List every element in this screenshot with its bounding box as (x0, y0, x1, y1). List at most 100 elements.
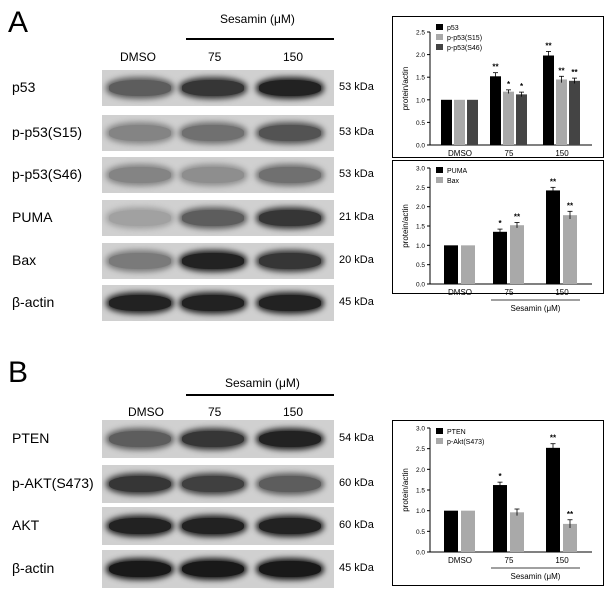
bar (444, 245, 458, 284)
blot-kda-label: 54 kDa (339, 432, 374, 444)
blot-strip (102, 550, 334, 588)
blot-row-label: AKT (12, 517, 40, 533)
legend-swatch (436, 438, 443, 444)
blot-band (182, 476, 244, 492)
x-tick-label: 150 (555, 149, 569, 158)
legend-swatch (436, 167, 443, 173)
significance-mark: ** (550, 434, 557, 443)
legend-swatch (436, 428, 443, 434)
y-tick-label: 0.5 (416, 120, 425, 127)
panel-b-col-150: 150 (283, 405, 304, 419)
y-tick-label: 1.5 (416, 488, 425, 495)
blot-row-label: p-p53(S46) (12, 166, 83, 182)
legend-swatch (436, 44, 443, 50)
blot-band (182, 125, 244, 141)
y-tick-label: 0.0 (416, 282, 425, 289)
blot-band (259, 167, 321, 183)
legend-label: p-p53(S46) (447, 45, 482, 52)
blot-kda-label: 21 kDa (339, 211, 374, 223)
blot-kda-label: 20 kDa (339, 254, 374, 266)
significance-mark: ** (571, 68, 578, 77)
blot-strip (102, 420, 334, 458)
y-tick-label: 0.5 (416, 262, 425, 269)
x-axis-label: Sesamin (μM) (511, 304, 561, 313)
blot-kda-label: 60 kDa (339, 477, 374, 489)
panel-a-col-dmso: DMSO (120, 50, 156, 64)
significance-mark: * (498, 472, 502, 481)
blot-band (109, 80, 171, 96)
bar (546, 447, 560, 552)
legend-swatch (436, 24, 443, 30)
panel-b-col-dmso: DMSO (128, 405, 164, 419)
x-tick-label: DMSO (448, 556, 472, 565)
panel-b-col-75: 75 (208, 405, 222, 419)
bar (461, 245, 475, 284)
bar (510, 512, 524, 552)
blot-band (182, 80, 244, 96)
y-axis-label: protein/actin (401, 204, 410, 248)
bar (490, 76, 501, 145)
legend-swatch (436, 34, 443, 40)
blot-band (259, 431, 321, 447)
legend-label: Bax (447, 178, 460, 185)
bar (493, 231, 507, 284)
legend-swatch (436, 177, 443, 183)
significance-mark: * (507, 80, 511, 89)
blot-kda-label: 45 kDa (339, 296, 374, 308)
blot-band (259, 125, 321, 141)
x-tick-label: 75 (505, 556, 514, 565)
y-tick-label: 1.5 (416, 75, 425, 82)
blot-band (109, 210, 171, 226)
blot-band (109, 167, 171, 183)
blot-band (182, 561, 244, 577)
significance-mark: ** (514, 213, 521, 222)
blot-band (109, 125, 171, 141)
blot-row-label: PTEN (12, 430, 50, 446)
y-axis-label: protein/actin (401, 468, 410, 512)
bar (454, 99, 465, 145)
y-tick-label: 1.0 (416, 243, 425, 250)
significance-mark: ** (550, 177, 557, 186)
blot-strip (102, 115, 334, 151)
blot-row-label: β-actin (12, 294, 55, 310)
blot-kda-label: 60 kDa (339, 519, 374, 531)
y-tick-label: 0.0 (416, 550, 425, 557)
blot-band (259, 295, 321, 311)
blot-band (259, 518, 321, 534)
legend-label: p-p53(S15) (447, 35, 482, 42)
significance-mark: ** (558, 66, 565, 75)
x-tick-label: 75 (505, 149, 514, 158)
bar (556, 79, 567, 145)
blot-row-label: p-p53(S15) (12, 124, 83, 140)
blot-band (259, 253, 321, 269)
blot-band (259, 476, 321, 492)
y-tick-label: 1.0 (416, 508, 425, 515)
blot-kda-label: 53 kDa (339, 168, 374, 180)
blot-kda-label: 53 kDa (339, 81, 374, 93)
y-tick-label: 3.0 (416, 426, 425, 433)
blot-band (109, 253, 171, 269)
bar (461, 510, 475, 552)
blot-row-label: Bax (12, 252, 37, 268)
y-tick-label: 2.0 (416, 52, 425, 59)
blot-band (109, 561, 171, 577)
blot-strip (102, 285, 334, 321)
legend-label: PUMA (447, 168, 468, 175)
x-tick-label: 150 (555, 556, 569, 565)
y-axis-label: protein/actin (401, 67, 410, 111)
x-tick-label: DMSO (448, 288, 472, 297)
chart-frame (392, 420, 604, 586)
x-axis-label: Sesamin (μM) (511, 572, 561, 581)
panel-a-treatment-header: Sesamin (μM) (220, 12, 295, 26)
panel-a-col-75: 75 (208, 50, 222, 64)
significance-mark: ** (492, 63, 499, 72)
legend-label: p53 (447, 25, 459, 32)
bar (546, 190, 560, 284)
blot-strip (102, 507, 334, 545)
y-tick-label: 0.0 (416, 143, 425, 150)
y-tick-label: 2.0 (416, 467, 425, 474)
blot-kda-label: 53 kDa (339, 126, 374, 138)
blot-strip (102, 157, 334, 193)
blot-row-label: p53 (12, 79, 36, 95)
blot-strip (102, 465, 334, 503)
